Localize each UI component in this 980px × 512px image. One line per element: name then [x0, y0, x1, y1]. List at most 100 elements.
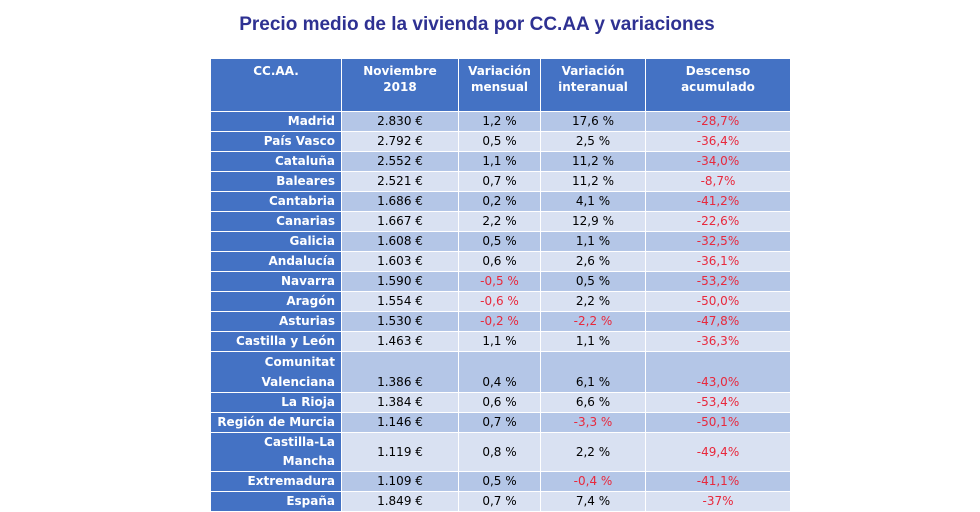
column-header-line: 2018 [383, 80, 417, 94]
value-cell: 1.384 € [341, 392, 459, 413]
value-cell: -41,2% [645, 191, 791, 212]
value-cell: -32,5% [645, 231, 791, 252]
column-header-line: Variación [468, 64, 531, 78]
value-cell: 1.667 € [341, 211, 459, 232]
region-cell: Galicia [210, 231, 342, 252]
table-row: País Vasco 2.792 €0,5 % 2,5 % -36,4% [210, 131, 791, 152]
region-cell: Madrid [210, 111, 342, 132]
value-cell: -37% [645, 491, 791, 512]
value-cell: 1.146 € [341, 412, 459, 433]
column-header-line: CC.AA. [253, 64, 299, 78]
region-cell: Canarias [210, 211, 342, 232]
table-row: España 1.849 €0,7 % 7,4 % -37% [210, 491, 791, 512]
value-cell: 11,2 % [540, 171, 646, 192]
value-cell: 12,9 % [540, 211, 646, 232]
value-cell: -34,0% [645, 151, 791, 172]
region-cell: Cataluña [210, 151, 342, 172]
value-cell: -36,1% [645, 251, 791, 272]
table-row: Baleares 2.521 €0,7 % 11,2 % -8,7% [210, 171, 791, 192]
value-cell: 1.608 € [341, 231, 459, 252]
value-cell: -47,8% [645, 311, 791, 332]
value-cell: 0,7 % [458, 412, 541, 433]
region-cell: Cantabria [210, 191, 342, 212]
value-cell: -3,3 % [540, 412, 646, 433]
region-cell: Baleares [210, 171, 342, 192]
table-row: Galicia 1.608 €0,5 % 1,1 % -32,5% [210, 231, 791, 252]
table-row: Cantabria 1.686 €0,2 % 4,1 % -41,2% [210, 191, 791, 212]
value-cell: 1.119 € [341, 432, 459, 472]
table-row: Comunitat Valenciana 1.386 €0,4 % 6,1 % -43… [210, 351, 791, 393]
table-row: Cataluña 2.552 €1,1 % 11,2 % -34,0% [210, 151, 791, 172]
region-cell: Extremadura [210, 471, 342, 492]
table-row: Navarra 1.590 € -0,5 % 0,5 % -53,2% [210, 271, 791, 292]
value-cell: -36,4% [645, 131, 791, 152]
value-cell: -0,6 % [458, 291, 541, 312]
value-cell: -43,0% [645, 351, 791, 393]
table-row: Región de Murcia 1.146 €0,7 % -3,3 % -50,1% [210, 412, 791, 433]
value-cell: 0,4 % [458, 351, 541, 393]
value-cell: 2.521 € [341, 171, 459, 192]
region-cell: Castilla-La Mancha [210, 432, 342, 472]
value-cell: -0,2 % [458, 311, 541, 332]
value-cell: -22,6% [645, 211, 791, 232]
value-cell: 1.530 € [341, 311, 459, 332]
value-cell: 2,2 % [458, 211, 541, 232]
value-cell: 1,2 % [458, 111, 541, 132]
table-row: Madrid 2.830 €1,2 % 17,6 % -28,7% [210, 111, 791, 132]
region-cell: Región de Murcia [210, 412, 342, 433]
value-cell: 1,1 % [458, 151, 541, 172]
value-cell: 2,5 % [540, 131, 646, 152]
column-header-line: acumulado [681, 80, 755, 94]
value-cell: 1.386 € [341, 351, 459, 393]
value-cell: -53,2% [645, 271, 791, 292]
value-cell: 11,2 % [540, 151, 646, 172]
column-header: CC.AA. [210, 58, 342, 112]
value-cell: 2.792 € [341, 131, 459, 152]
value-cell: 0,5 % [458, 471, 541, 492]
value-cell: 2.552 € [341, 151, 459, 172]
value-cell: 1.686 € [341, 191, 459, 212]
region-cell: Asturias [210, 311, 342, 332]
value-cell: 1.554 € [341, 291, 459, 312]
region-cell: País Vasco [210, 131, 342, 152]
column-header: Descenso acumulado [645, 58, 791, 112]
table-row: Aragón 1.554 € -0,6 % 2,2 % -50,0% [210, 291, 791, 312]
value-cell: -36,3% [645, 331, 791, 352]
table-header-row: CC.AA. Noviembre 2018 Variación mensual Varia… [210, 58, 791, 112]
table-row: Castilla-La Mancha 1.119 €0,8 % 2,2 % -49,4… [210, 432, 791, 472]
value-cell: 1.463 € [341, 331, 459, 352]
value-cell: 2,6 % [540, 251, 646, 272]
value-cell: 7,4 % [540, 491, 646, 512]
value-cell: -28,7% [645, 111, 791, 132]
page-title: Precio medio de la vivienda por CC.AA y … [239, 14, 715, 35]
value-cell: -0,5 % [458, 271, 541, 292]
table-row: Extremadura 1.109 €0,5 % -0,4 % -41,1% [210, 471, 791, 492]
value-cell: 0,6 % [458, 251, 541, 272]
table-row: Asturias 1.530 € -0,2 % -2,2 % -47,8% [210, 311, 791, 332]
value-cell: 1.590 € [341, 271, 459, 292]
table-row: La Rioja 1.384 €0,6 % 6,6 % -53,4% [210, 392, 791, 413]
region-cell: La Rioja [210, 392, 342, 413]
column-header-line: interanual [558, 80, 628, 94]
value-cell: -50,1% [645, 412, 791, 433]
column-header: Noviembre 2018 [341, 58, 459, 112]
value-cell: 4,1 % [540, 191, 646, 212]
column-header-line: Noviembre [363, 64, 437, 78]
region-cell: Castilla y León [210, 331, 342, 352]
value-cell: -0,4 % [540, 471, 646, 492]
price-table: CC.AA. Noviembre 2018 Variación mensual Varia… [210, 58, 791, 512]
value-cell: 1.849 € [341, 491, 459, 512]
region-cell: Aragón [210, 291, 342, 312]
value-cell: 0,5 % [458, 131, 541, 152]
value-cell: 1.109 € [341, 471, 459, 492]
value-cell: 1,1 % [540, 231, 646, 252]
value-cell: 2,2 % [540, 291, 646, 312]
column-header: Variación mensual [458, 58, 541, 112]
table-row: Andalucía 1.603 €0,6 % 2,6 % -36,1% [210, 251, 791, 272]
value-cell: 1,1 % [458, 331, 541, 352]
value-cell: 2.830 € [341, 111, 459, 132]
region-cell: España [210, 491, 342, 512]
value-cell: 0,6 % [458, 392, 541, 413]
table-row: Castilla y León 1.463 €1,1 % 1,1 % -36,3% [210, 331, 791, 352]
value-cell: -2,2 % [540, 311, 646, 332]
